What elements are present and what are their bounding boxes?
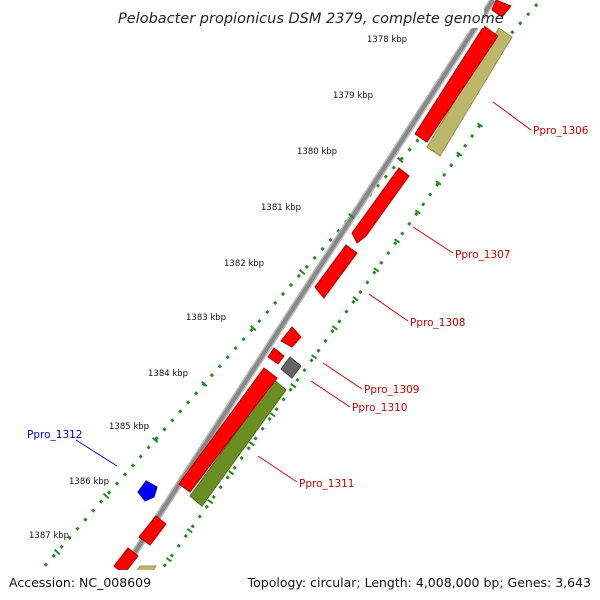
outer-tick-7	[151, 436, 159, 444]
outer-tick-5	[249, 324, 257, 332]
gene-arrow-ppro-1306[interactable]	[414, 25, 499, 143]
tick-label-1378: 1378 kbp	[367, 35, 407, 45]
gene-arrow-top[interactable]	[491, 0, 512, 18]
outer-tick-4	[298, 269, 306, 276]
connector-ppro-1307	[412, 226, 454, 254]
inner-tick-2	[435, 180, 442, 186]
gene-label-ppro-1308[interactable]: Ppro_1308	[410, 317, 465, 329]
inner-tick-11	[248, 441, 255, 447]
accession-text: Accession: NC_008609	[9, 575, 151, 590]
inner-tick-13	[207, 499, 214, 505]
inner-tick-14	[186, 528, 193, 534]
gene-arrow-ppro-1310[interactable]	[267, 347, 285, 365]
gene-arrow-lower-2[interactable]	[113, 547, 139, 574]
inner-tick-10	[269, 412, 276, 418]
gene-misc-ppro-1310[interactable]	[280, 356, 302, 379]
connector-ppro-1308	[368, 293, 409, 322]
inner-tick-0	[477, 122, 483, 128]
inner-tick-6	[352, 296, 359, 302]
map-title: Pelobacter propionicus DSM 2379, complet…	[118, 11, 504, 27]
cog-bar-bottom[interactable]	[132, 565, 157, 578]
gene-pseudo-bottom[interactable]	[98, 590, 111, 600]
connector-ppro-1310	[310, 380, 351, 408]
connector-ppro-1312	[75, 439, 118, 467]
gene-label-ppro-1310[interactable]: Ppro_1310	[352, 402, 407, 414]
gene-arrow-lower-1[interactable]	[138, 515, 167, 546]
tick-label-1380: 1380 kbp	[297, 147, 337, 157]
gene-label-ppro-1309[interactable]: Ppro_1309	[364, 384, 419, 396]
connector-ppro-1309	[322, 362, 363, 390]
outer-tick-8	[102, 492, 110, 499]
map-tracks: 1378 kbp 1379 kbp 1380 kbp 1381 kbp 1382…	[27, 0, 589, 600]
inner-tick-5	[373, 267, 380, 273]
inner-tick-9	[290, 383, 297, 389]
title-background	[112, 6, 484, 28]
tick-label-1379: 1379 kbp	[333, 91, 373, 101]
inner-tick-4	[394, 238, 401, 244]
tick-label-1382: 1382 kbp	[224, 259, 264, 269]
gene-label-ppro-1306[interactable]: Ppro_1306	[533, 125, 589, 137]
inner-tick-15	[165, 557, 172, 563]
connector-ppro-1306	[492, 101, 532, 131]
outer-tick-3	[348, 213, 355, 220]
gene-label-ppro-1307[interactable]: Ppro_1307	[455, 249, 510, 261]
backbone-line	[121, 0, 495, 570]
gene-arrow-ppro-1307[interactable]	[351, 167, 410, 244]
tick-label-1384: 1384 kbp	[148, 369, 188, 379]
inner-tick-marks	[165, 122, 483, 563]
tick-label-1381: 1381 kbp	[261, 203, 301, 213]
genome-summary-text: Topology: circular; Length: 4,008,000 bp…	[247, 575, 591, 590]
gene-label-ppro-1312[interactable]: Ppro_1312	[27, 429, 82, 441]
inner-tick-12	[228, 470, 235, 476]
inner-tick-3	[414, 209, 421, 215]
tick-label-1383: 1383 kbp	[186, 313, 226, 323]
outer-tick-6	[200, 380, 208, 388]
tick-label-1385: 1385 kbp	[109, 422, 149, 432]
cog-bar-ppro-1311[interactable]	[189, 379, 287, 507]
tick-label-1387: 1387 kbp	[29, 531, 69, 541]
outer-tick-9	[53, 548, 61, 555]
gene-arrow-ppro-1308[interactable]	[314, 244, 358, 299]
tick-label-1386: 1386 kbp	[69, 477, 109, 487]
inner-tick-1	[456, 151, 463, 157]
inner-tick-8	[311, 354, 318, 360]
connector-ppro-1311	[257, 455, 298, 483]
inner-ruler-track	[159, 124, 482, 570]
gene-label-ppro-1311[interactable]: Ppro_1311	[299, 478, 354, 490]
gene-arrow-ppro-1309[interactable]	[280, 326, 302, 348]
outer-tick-2	[397, 157, 404, 164]
gene-arrow-ppro-1312[interactable]	[137, 480, 158, 502]
inner-tick-7	[331, 325, 338, 331]
cog-bar-ppro-1306[interactable]	[426, 27, 513, 157]
gene-arrow-ppro-1311[interactable]	[178, 367, 278, 493]
